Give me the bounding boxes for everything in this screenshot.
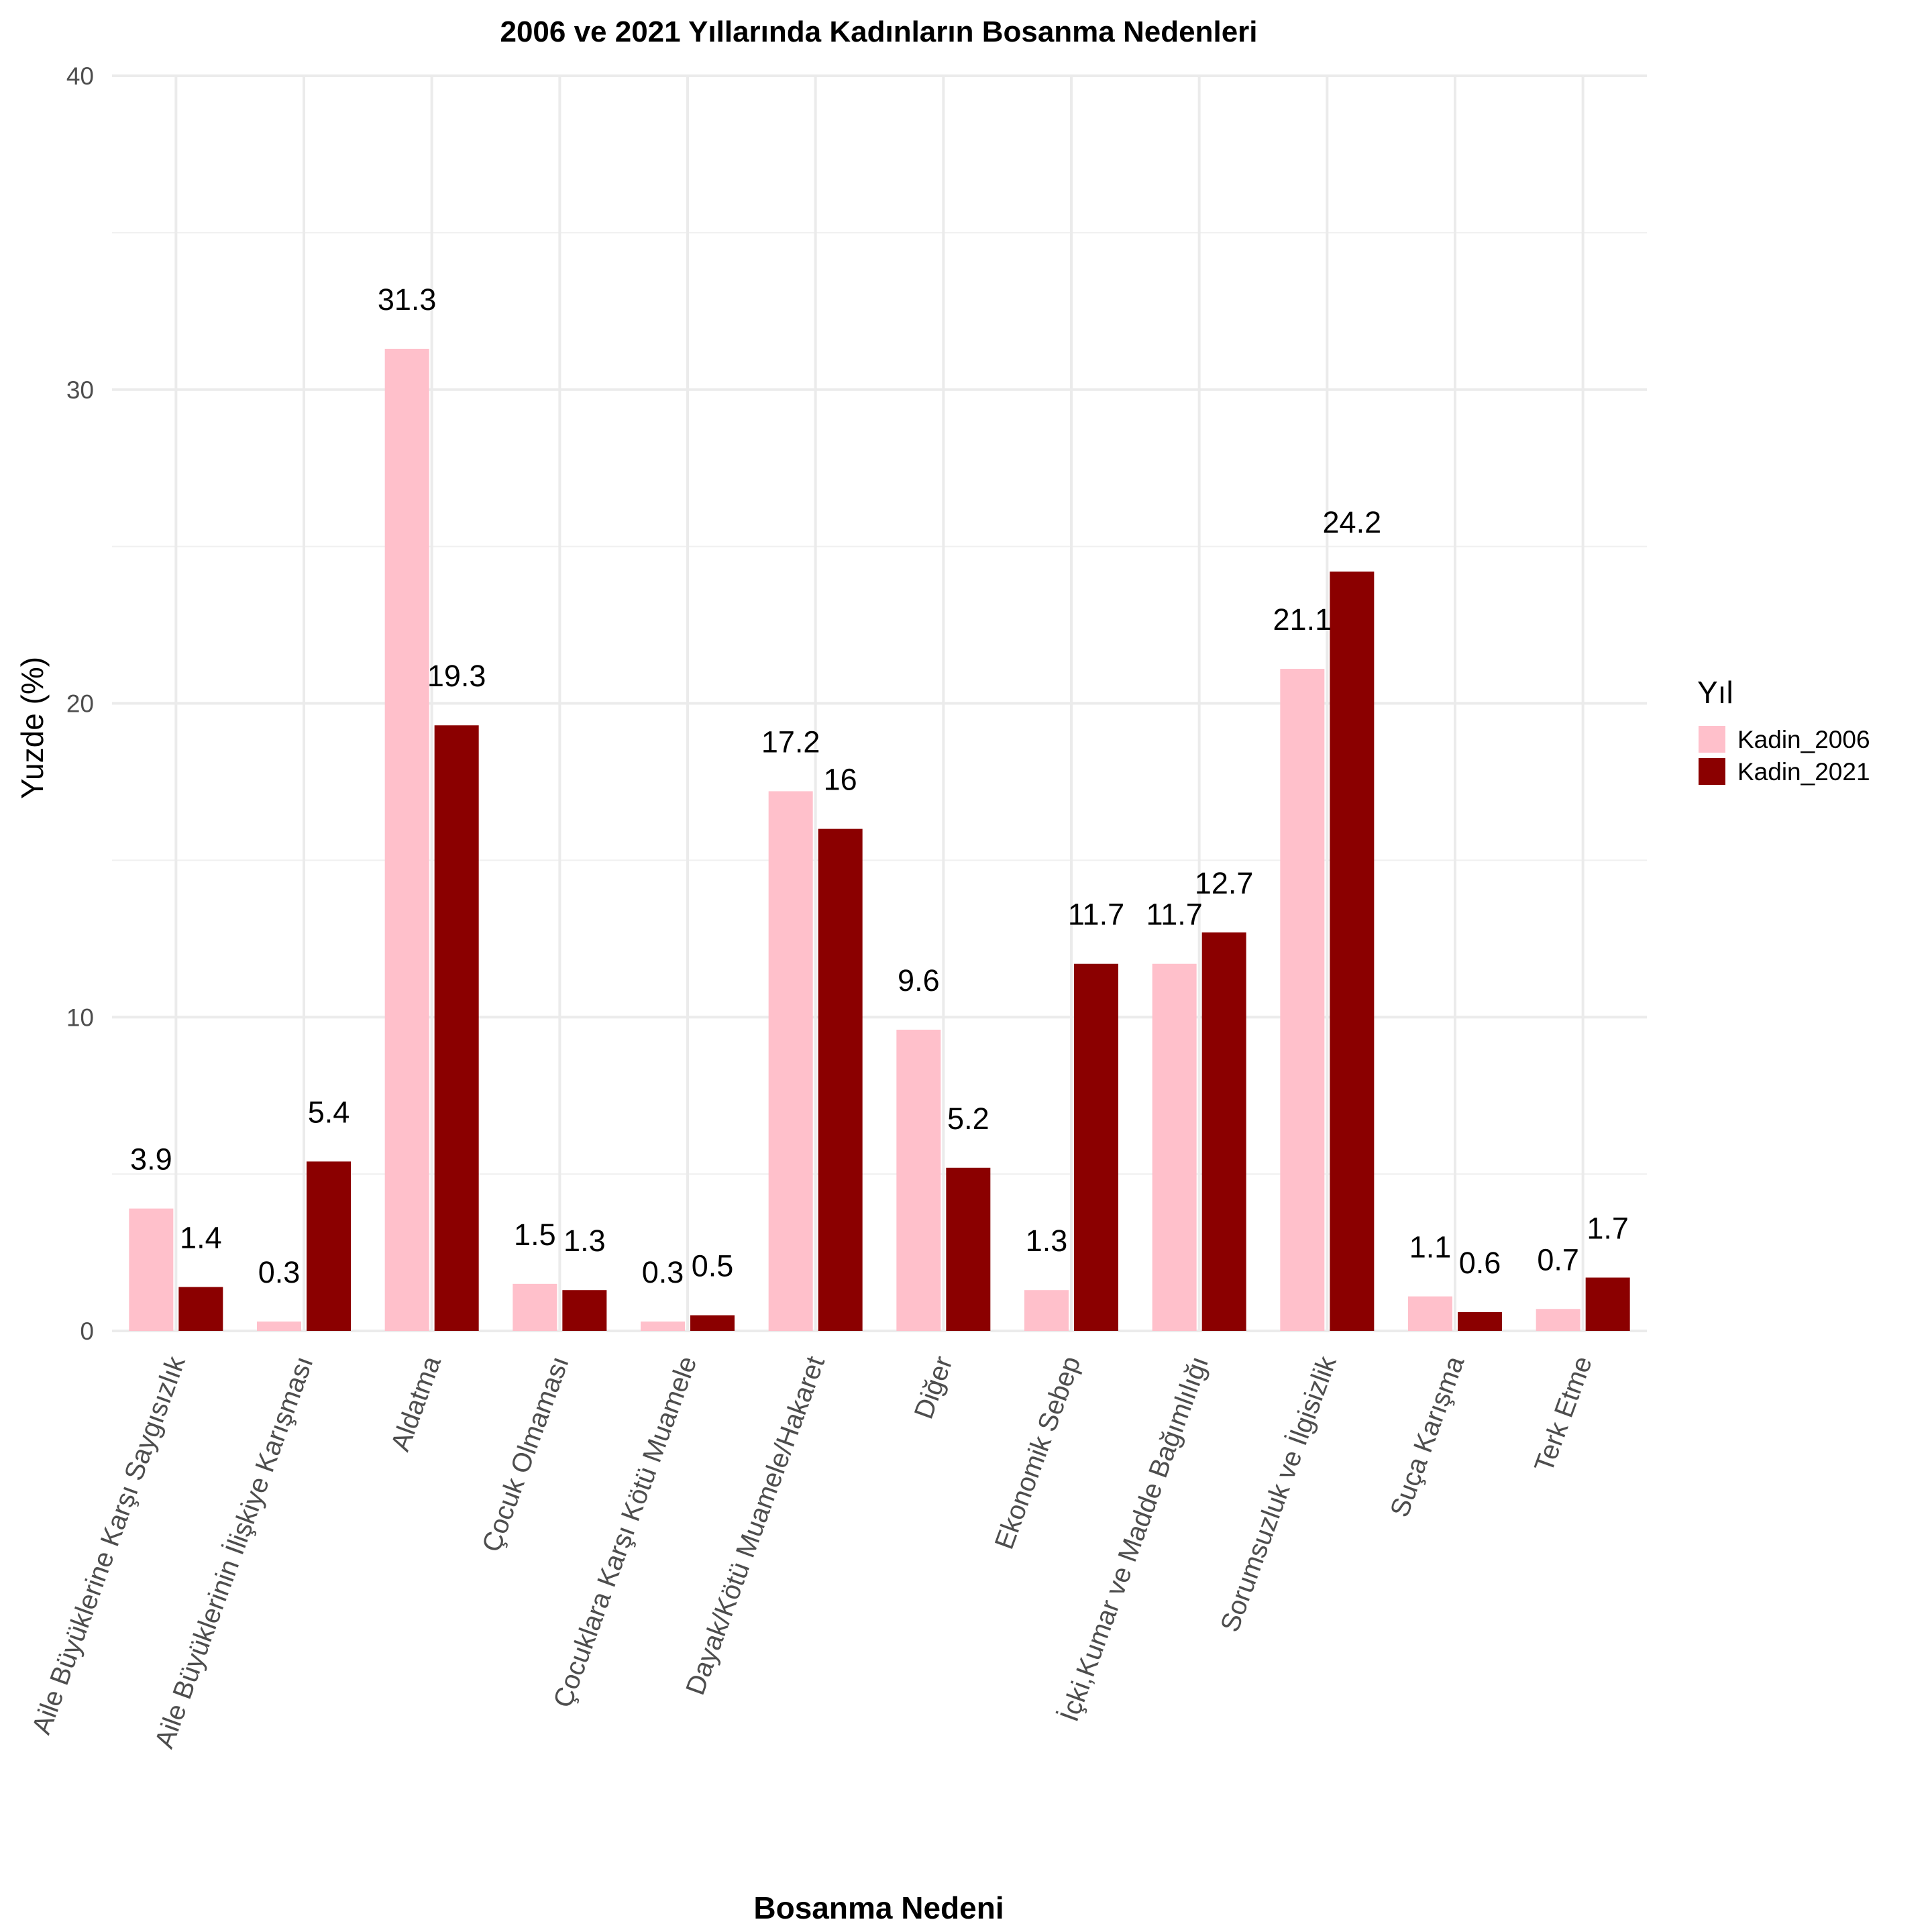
grid-lines [112,74,1647,1332]
bar-Kadin_2006 [513,1283,557,1331]
x-tick-label: Ekonomik Sebep [989,1352,1087,1553]
data-label: 12.7 [1195,866,1254,900]
bar-Kadin_2006 [384,348,429,1331]
bar-Kadin_2021 [1585,1277,1630,1331]
data-label: 1.7 [1587,1211,1629,1245]
bar-Kadin_2006 [1536,1309,1580,1331]
bar-Kadin_2021 [818,828,863,1331]
x-axis-title: Bosanma Nedeni [753,1890,1004,1925]
data-label: 1.1 [1409,1230,1452,1265]
y-tick-label: 10 [66,1004,94,1031]
data-label: 0.3 [258,1255,301,1289]
chart-title: 2006 ve 2021 Yıllarında Kadınların Bosan… [500,15,1257,48]
data-label: 5.4 [308,1095,350,1129]
data-label: 1.4 [180,1221,222,1255]
data-label: 31.3 [378,282,437,317]
x-tick-label: Dayak/Kötü Muamele/Hakaret [680,1352,830,1699]
legend-items: Kadin_2006 Kadin_2021 [1699,726,1870,786]
legend-label: Kadin_2006 [1737,726,1870,753]
x-tick-label: Çocuk Olmaması [477,1352,575,1556]
data-label: 0.5 [692,1249,734,1283]
bar-Kadin_2006 [1152,963,1197,1331]
bar-Kadin_2006 [768,791,813,1331]
x-tick-label: Terk Etme [1529,1352,1598,1476]
x-tick-label: Sorumsuzluk ve İlgisizlik [1214,1352,1342,1636]
bars [129,348,1630,1332]
data-label: 3.9 [130,1142,172,1177]
data-label: 17.2 [761,724,820,759]
x-tick-label: Suça Karışma [1385,1352,1470,1521]
data-label: 19.3 [427,659,486,693]
data-label: 1.3 [1026,1224,1068,1258]
x-tick-label: Aile Büyüklerine Karşı Saygısızlık [27,1352,191,1738]
bar-Kadin_2006 [1408,1296,1452,1331]
data-label: 5.2 [947,1102,989,1136]
bar-Kadin_2021 [1458,1311,1502,1331]
data-label: 9.6 [898,963,940,998]
bar-Kadin_2006 [896,1029,941,1331]
bar-Kadin_2021 [946,1167,991,1331]
y-axis-ticks: 0 10 20 30 40 [66,62,94,1345]
data-label: 0.6 [1459,1246,1501,1280]
data-label: 16 [824,763,857,797]
x-tick-label: Diğer [909,1352,959,1423]
data-label: 11.7 [1068,898,1124,932]
data-label: 0.3 [642,1255,684,1289]
y-axis-title: Yuzde (%) [15,657,50,799]
data-label: 1.5 [514,1218,556,1252]
legend: Yıl Kadin_2006 Kadin_2021 [1697,675,1870,786]
x-tick-label: Çocuklara Karşı Kötü Muamele [548,1352,703,1711]
y-tick-label: 30 [66,376,94,404]
bar-Kadin_2021 [562,1290,607,1331]
bar-Kadin_2021 [1074,963,1118,1331]
y-tick-label: 40 [66,62,94,90]
x-tick-label: Aile Büyüklerinin İlişkiye Karışması [149,1352,319,1752]
legend-swatch [1699,726,1725,753]
data-label: 1.3 [564,1224,606,1258]
bar-Kadin_2006 [641,1321,685,1331]
y-tick-label: 0 [80,1318,94,1345]
bar-Kadin_2021 [434,725,479,1331]
data-label: 11.7 [1146,898,1203,932]
bar-Kadin_2021 [1330,572,1375,1332]
data-label: 0.7 [1537,1242,1579,1277]
bar-Kadin_2021 [178,1287,223,1331]
data-label: 24.2 [1323,505,1382,539]
x-tick-label: Aldatma [386,1352,447,1455]
x-tick-label: İçki,Kumar ve Madde Bağımlılığı [1054,1352,1214,1725]
data-labels: 3.9 0.3 31.3 1.5 0.3 17.2 9.6 1.3 11.7 21.1 1.1 0.7… [130,282,1629,1289]
bar-Kadin_2021 [307,1161,351,1331]
bar-Kadin_2006 [1024,1290,1069,1331]
legend-swatch [1699,758,1725,785]
legend-title: Yıl [1697,675,1733,710]
bar-Kadin_2021 [690,1315,735,1331]
data-label: 21.1 [1273,602,1332,637]
y-tick-label: 20 [66,690,94,718]
bar-Kadin_2006 [257,1321,301,1331]
bar-Kadin_2006 [1280,669,1325,1331]
legend-label: Kadin_2021 [1737,758,1870,786]
bar-Kadin_2021 [1201,932,1246,1331]
bar-Kadin_2006 [129,1208,174,1331]
